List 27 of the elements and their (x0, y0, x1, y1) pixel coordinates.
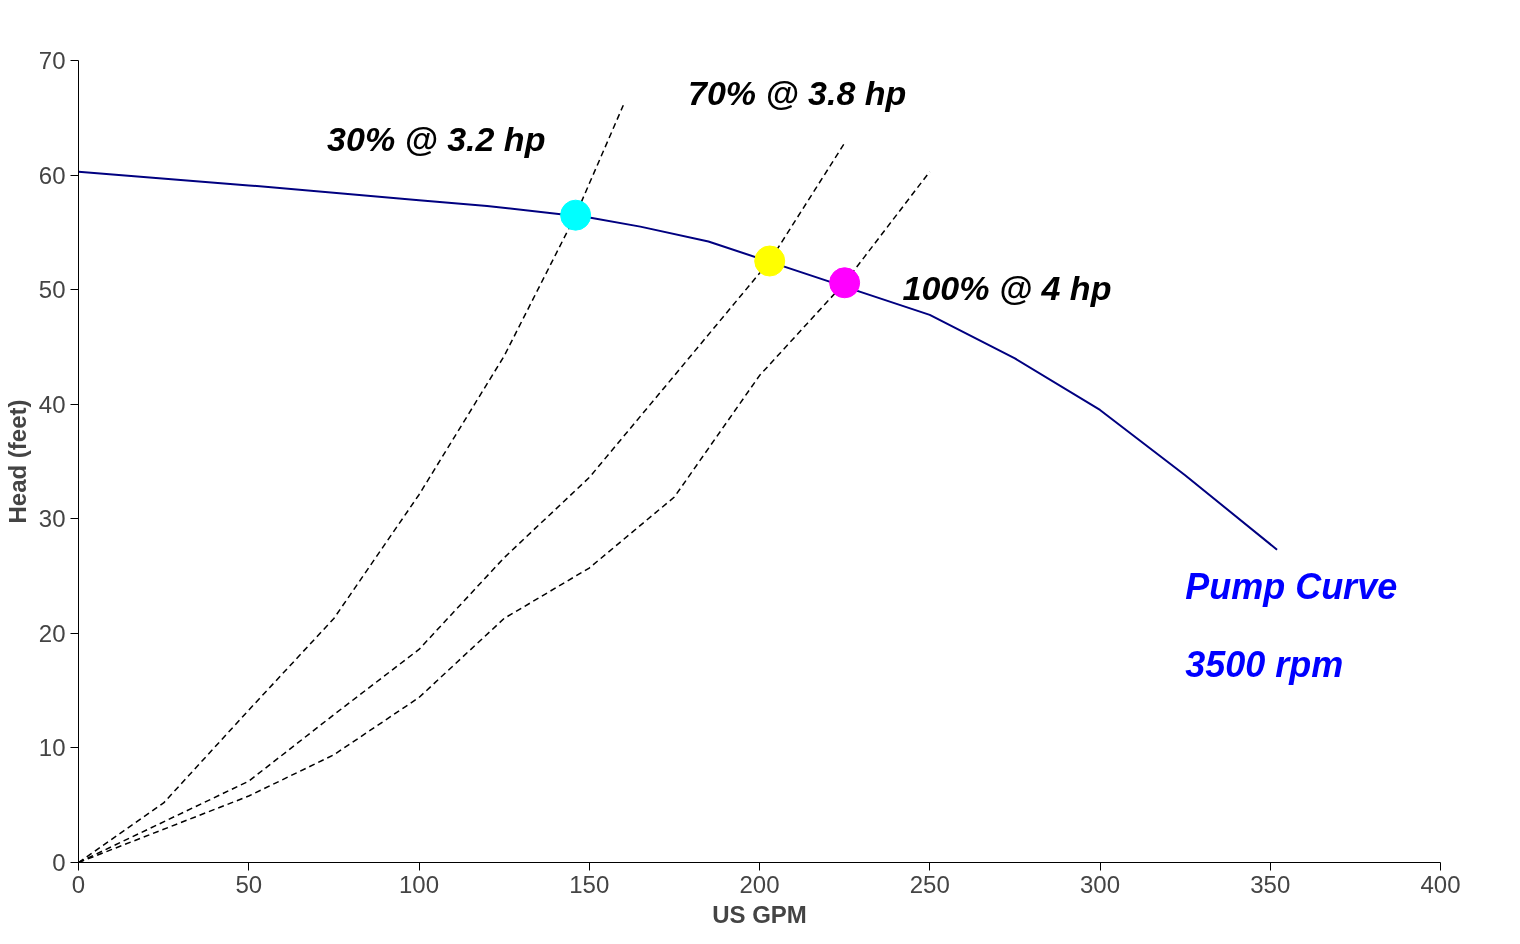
point (829, 267, 861, 299)
x-tick-label: 400 (1420, 870, 1461, 898)
x-tick-label: 50 (235, 870, 263, 898)
annotation: Pump Curve 3500 rpm (1185, 566, 1398, 685)
x-tick-label: 200 (739, 870, 780, 898)
y-tick-label: 0 (52, 849, 66, 876)
y-tick-label: 20 (38, 619, 66, 647)
line-series (78, 170, 1279, 551)
y-tick-label: 40 (38, 390, 66, 418)
x-tick-label: 0 (71, 870, 86, 898)
y-tick-label: 50 (38, 276, 66, 304)
point (754, 245, 786, 277)
x-tick-label: 150 (569, 870, 610, 898)
y-tick-label: 30 (38, 505, 66, 533)
x-axis-title: US GPM (712, 900, 807, 928)
x-tick-label: 300 (1079, 870, 1121, 898)
y-tick-label: 60 (38, 161, 66, 189)
x-tick-label: 250 (909, 870, 950, 898)
x-tick-label: 100 (398, 870, 440, 898)
point (560, 199, 592, 231)
x-tick-label: 350 (1250, 870, 1291, 898)
annotation: 70% @ 3.8 hp (687, 74, 907, 113)
y-tick-label: 70 (38, 47, 66, 74)
y-axis-title: Head (feet) (3, 399, 31, 524)
annotation: 30% @ 3.2 hp (327, 119, 546, 158)
annotation: 100% @ 4 hp (902, 268, 1112, 307)
y-tick-label: 10 (38, 734, 66, 762)
